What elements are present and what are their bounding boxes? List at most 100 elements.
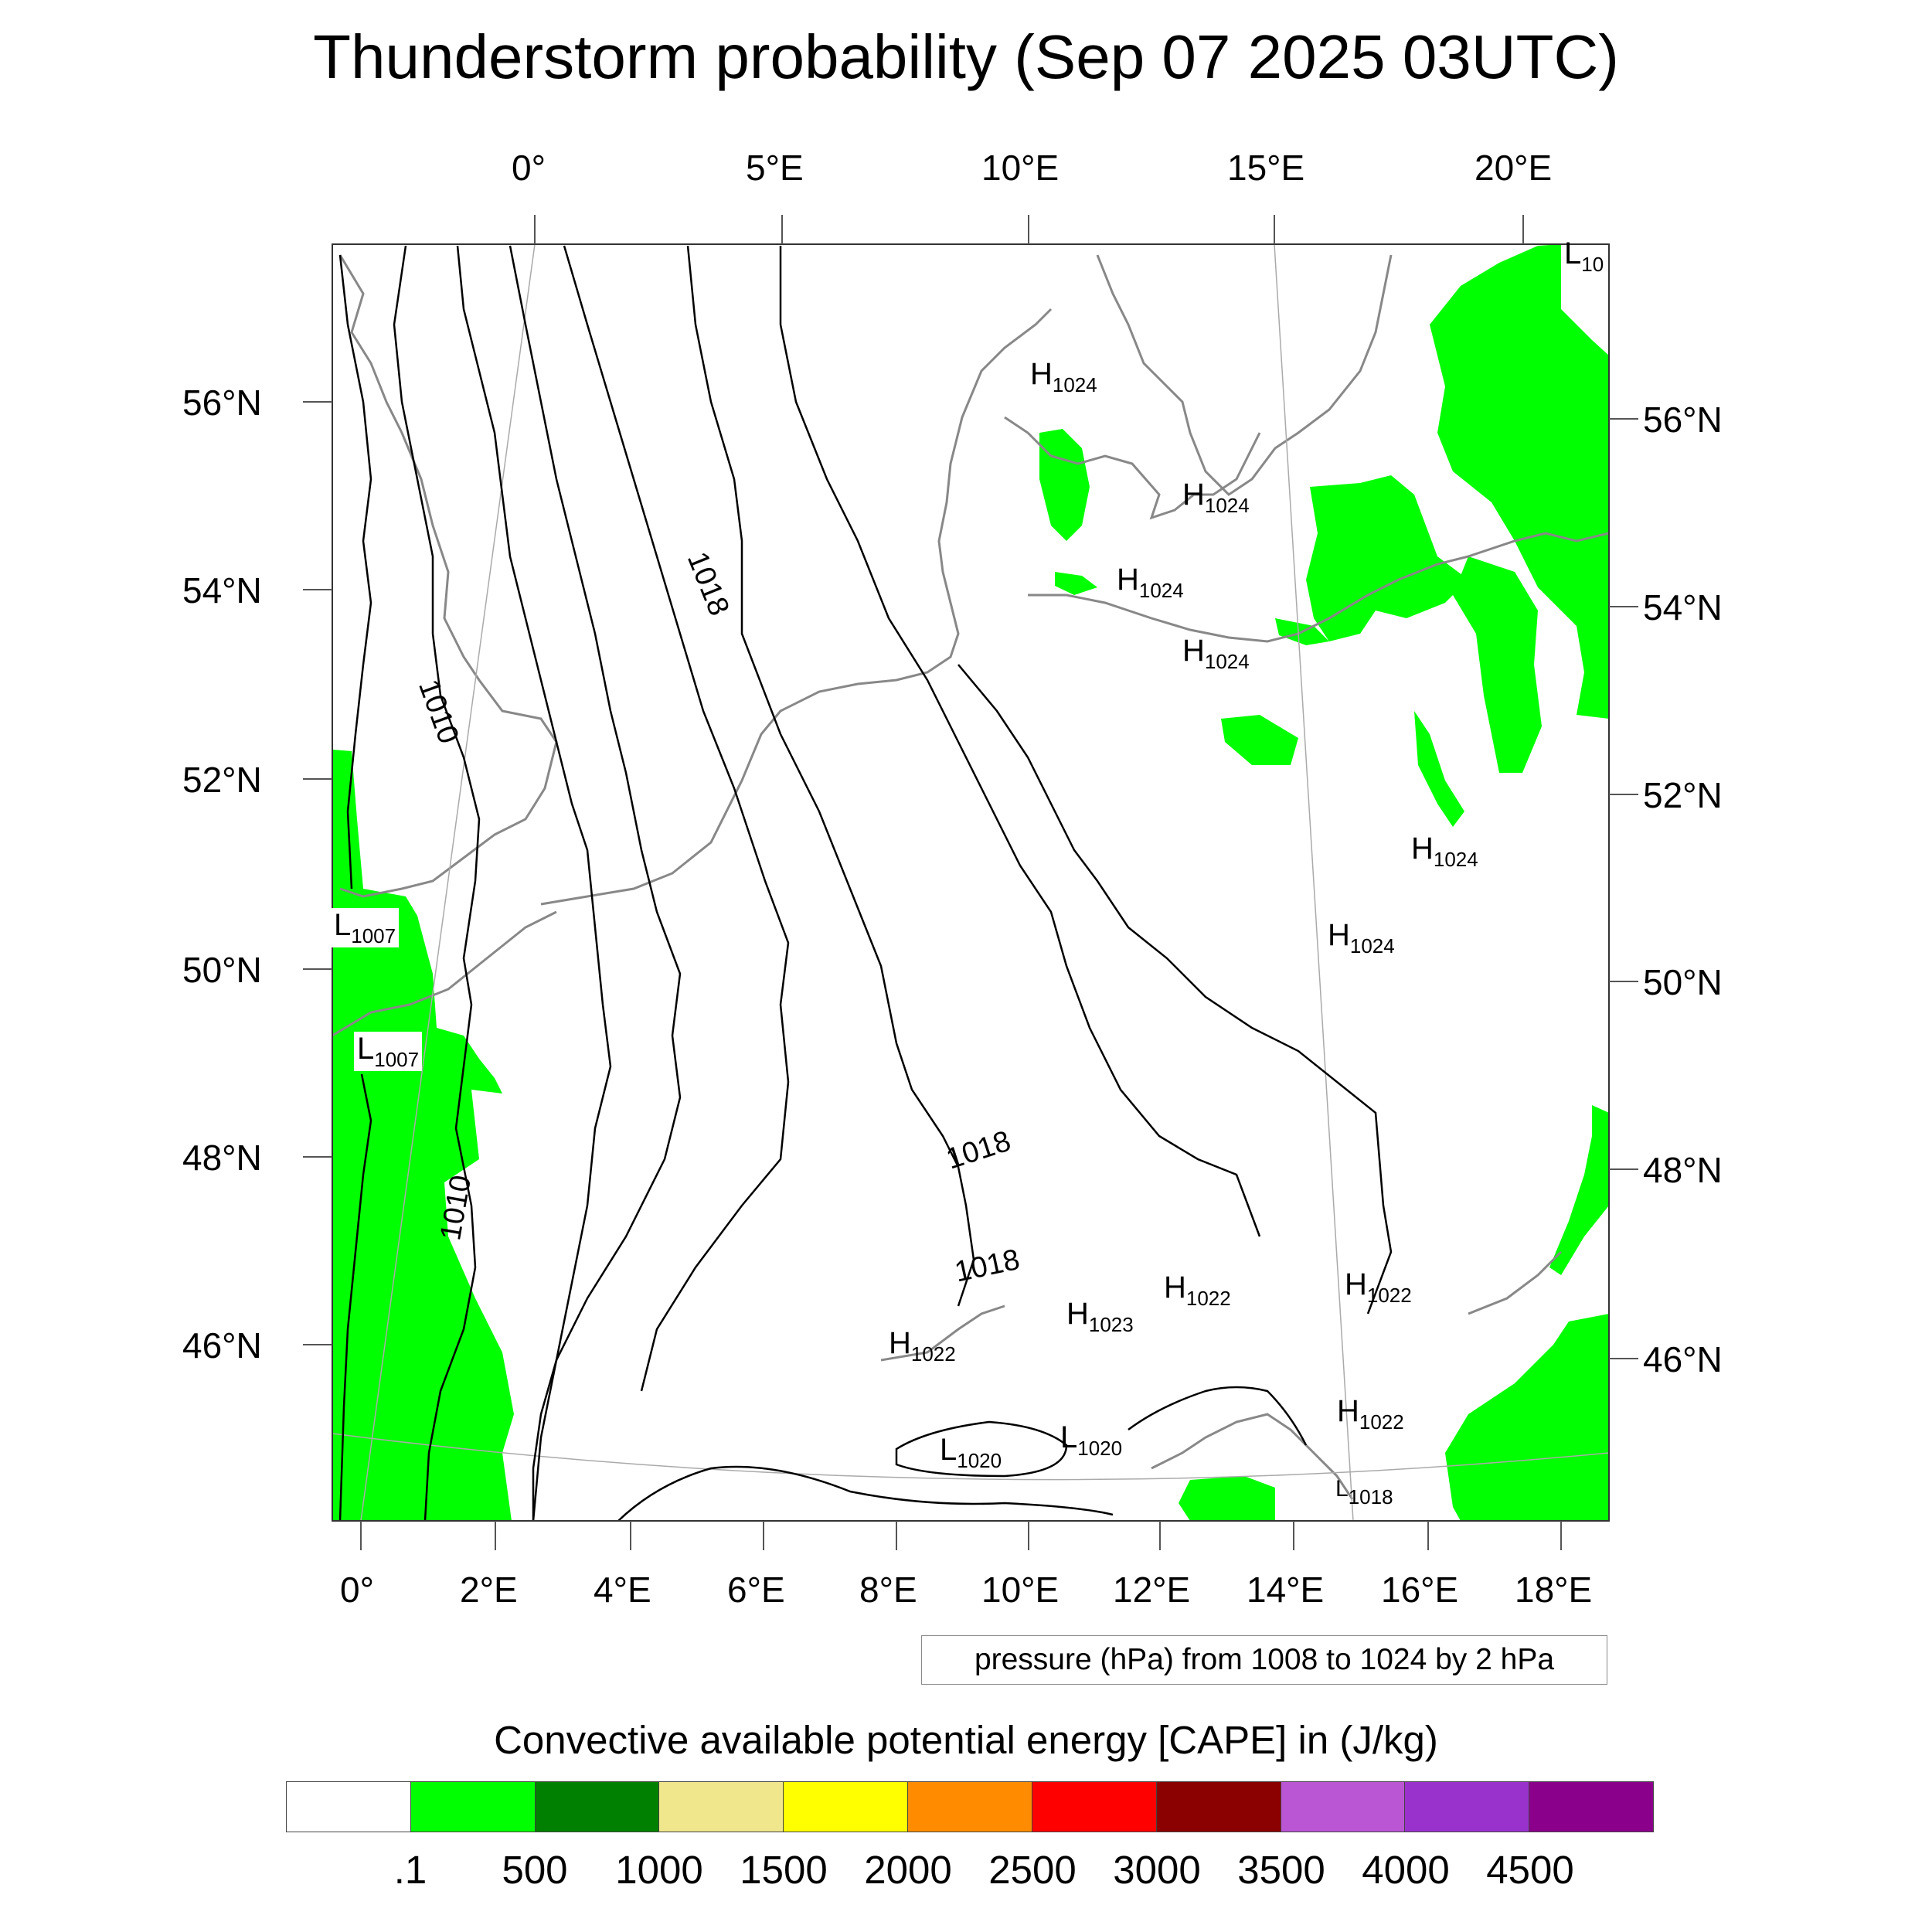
right-lat-label: 52°N	[1643, 775, 1723, 815]
colorbar-swatch	[1156, 1782, 1281, 1832]
colorbar-label: 3000	[1113, 1848, 1201, 1892]
bottom-lon-label: 0°	[340, 1570, 374, 1610]
cape-area-small-3	[1055, 572, 1097, 595]
colorbar-swatch	[535, 1782, 660, 1832]
pressure-center: H1022	[889, 1326, 956, 1366]
right-lat-label: 46°N	[1643, 1339, 1723, 1379]
cape-area-se	[1445, 1314, 1609, 1521]
isobar-1016	[563, 245, 790, 1392]
colorbar-label: 3500	[1237, 1848, 1325, 1892]
cape-area-east-2	[1549, 1105, 1609, 1275]
coastline-france-border	[332, 910, 557, 1037]
pressure-center: L1018	[1335, 1476, 1393, 1509]
isobar-1020-bottom	[895, 1420, 1068, 1478]
pressure-center: H1024	[1328, 918, 1395, 957]
map-title: Thunderstorm probability (Sep 07 2025 03…	[313, 22, 1619, 91]
pressure-center: H1024	[1182, 478, 1250, 517]
right-lat-label: 50°N	[1643, 962, 1723, 1002]
coastline-denmark	[1004, 416, 1261, 520]
isobar-1014	[509, 245, 682, 1521]
pressure-center: L1007	[354, 1032, 423, 1071]
colorbar-title: Convective available potential energy [C…	[494, 1718, 1438, 1762]
meridian-15e	[1274, 244, 1354, 1521]
isobar-1018-bottom	[617, 1465, 1114, 1521]
pressure-center: H1022	[1345, 1267, 1412, 1307]
isobars	[338, 245, 1393, 1521]
right-lat-label: 56°N	[1643, 400, 1723, 440]
top-lon-label: 5°E	[746, 148, 804, 188]
bottom-lon-label: 2°E	[460, 1570, 518, 1610]
pressure-center: H1022	[1164, 1270, 1231, 1310]
pressure-center: H1022	[1337, 1394, 1404, 1434]
isobar-label: 1018	[681, 547, 736, 620]
colorbar-label: .1	[393, 1848, 427, 1892]
left-lat-label: 50°N	[182, 950, 262, 990]
top-lon-label: 15°E	[1227, 148, 1305, 188]
isobar-1008	[338, 254, 372, 889]
isobar-label: 1018	[952, 1243, 1022, 1289]
coastline-germany-baltic	[1028, 532, 1609, 643]
colorbar-label: 1500	[740, 1848, 828, 1892]
coastline-sweden	[1096, 254, 1393, 496]
cape-area	[332, 244, 1609, 1521]
bottom-lon-label: 6°E	[727, 1570, 785, 1610]
cape-area-pl-south	[1414, 711, 1464, 827]
left-lat-label: 48°N	[182, 1138, 262, 1178]
colorbar-label: 500	[502, 1848, 568, 1892]
graticule	[332, 244, 1609, 1521]
pressure-center: H1024	[1182, 634, 1250, 673]
isobar-1010	[393, 245, 481, 1521]
left-ticks	[303, 401, 332, 1345]
pressure-center: L10	[1564, 236, 1604, 276]
map-frame	[332, 243, 1610, 1522]
cape-area-poland	[1453, 556, 1542, 773]
colorbar-swatch	[659, 1782, 784, 1832]
cape-area-small-1	[1221, 715, 1298, 765]
right-lat-label: 48°N	[1643, 1150, 1723, 1190]
pressure-center: L1020	[1060, 1420, 1123, 1460]
coastline-adriatic	[1151, 1413, 1354, 1500]
colorbar-swatch	[1032, 1782, 1157, 1832]
contour-info-box: pressure (hPa) from 1008 to 1024 by 2 hP…	[921, 1635, 1607, 1685]
colorbar-swatch	[784, 1782, 909, 1832]
colorbar-swatch	[908, 1782, 1032, 1832]
left-lat-label: 52°N	[182, 760, 262, 800]
colorbar-swatch	[287, 1782, 411, 1832]
colorbar-label: 4000	[1362, 1848, 1450, 1892]
left-lat-label: 54°N	[182, 570, 262, 611]
bottom-ticks	[360, 1521, 1562, 1550]
cape-area-baltic	[1306, 475, 1468, 641]
colorbar-label: 4500	[1486, 1848, 1574, 1892]
left-lat-label: 56°N	[182, 383, 262, 423]
cape-area-small-2	[1039, 429, 1090, 541]
pressure-center: H1024	[1030, 357, 1097, 396]
left-lat-label: 46°N	[182, 1325, 262, 1366]
colorbar-label: 2500	[988, 1848, 1077, 1892]
bottom-lon-label: 4°E	[594, 1570, 651, 1610]
bottom-lon-label: 14°E	[1247, 1570, 1325, 1610]
cape-area-east	[1430, 244, 1609, 719]
colorbar-swatch	[1529, 1782, 1653, 1832]
isobar-1018	[686, 245, 975, 1307]
pressure-center: L1020	[940, 1433, 1002, 1472]
top-lon-label: 20°E	[1475, 148, 1553, 188]
top-lon-label: 0°	[512, 148, 546, 188]
pressure-center: H1024	[1411, 832, 1478, 871]
isobar-label: 1010	[412, 675, 464, 748]
bottom-lon-label: 10°E	[981, 1570, 1060, 1610]
isobar-1012	[456, 245, 612, 1521]
coastline-continent	[540, 308, 1053, 906]
isobar-1020-right	[1128, 1386, 1308, 1446]
right-lat-label: 54°N	[1643, 587, 1723, 628]
cape-area-west	[332, 750, 514, 1521]
coastline-uk	[338, 254, 558, 898]
colorbar-swatch	[1405, 1782, 1530, 1832]
right-ticks	[1609, 418, 1638, 1359]
isobar-1022	[957, 664, 1393, 1315]
top-lon-label: 10°E	[981, 148, 1060, 188]
colorbar	[286, 1781, 1654, 1832]
bottom-lon-label: 12°E	[1113, 1570, 1191, 1610]
colorbar-swatch	[1281, 1782, 1406, 1832]
colorbar-swatch	[410, 1782, 536, 1832]
isobar-1020	[779, 246, 1261, 1237]
